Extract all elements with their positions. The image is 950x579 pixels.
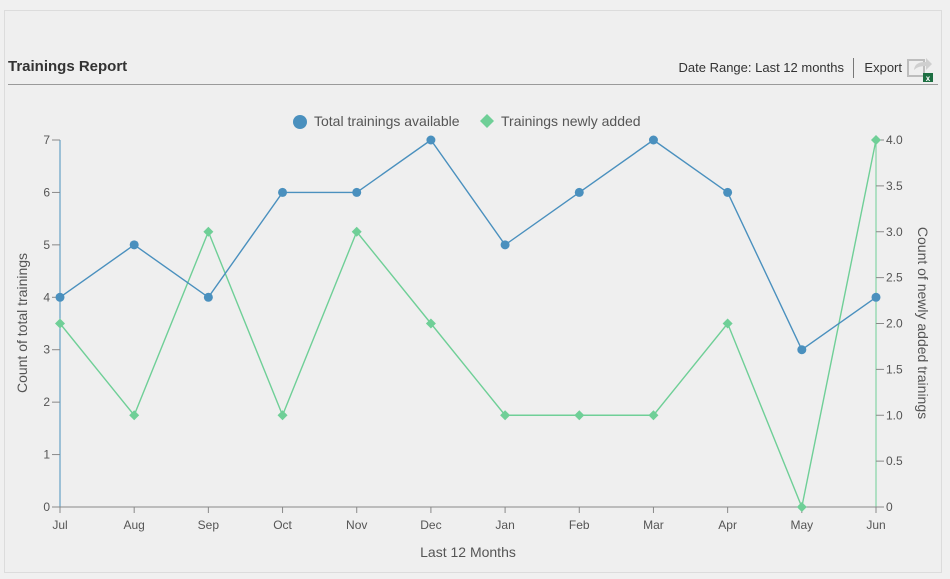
y2-axis-tick-label: 2.0	[886, 317, 903, 331]
point-total-trainings	[55, 292, 65, 302]
point-total-trainings	[574, 187, 584, 197]
point-newly-added	[425, 318, 436, 329]
series-newly-added	[55, 135, 881, 512]
y-axis-tick-label: 4	[43, 290, 50, 304]
point-total-trainings	[426, 135, 436, 145]
x-axis-tick-label: Sep	[198, 518, 220, 532]
x-axis-tick-label: Nov	[346, 518, 367, 532]
legend-label-newly-added[interactable]: Trainings newly added	[501, 113, 641, 129]
point-newly-added	[574, 410, 585, 421]
point-total-trainings	[648, 135, 658, 145]
chart-axes: 0 1 2 3 4 5 6 7 0 0.5 1.0 1.5 2.0 2.5 3.0 3.5 4.0 Jul Aug S…	[43, 133, 903, 532]
series-total-trainings	[55, 135, 881, 355]
chart-legend: Total trainings available Trainings newl…	[293, 113, 641, 129]
series-line-newly-added	[59, 139, 877, 510]
y-axis-tick-label: 0	[43, 500, 50, 514]
point-newly-added	[129, 410, 140, 421]
point-total-trainings	[129, 240, 139, 250]
point-newly-added	[55, 318, 65, 329]
point-total-trainings	[352, 187, 362, 197]
point-total-trainings	[500, 240, 510, 250]
legend-label-total-trainings[interactable]: Total trainings available	[314, 113, 460, 129]
y2-axis-tick-label: 1.5	[886, 362, 903, 376]
y-axis-tick-label: 6	[43, 185, 50, 199]
y-axis-tick-label: 7	[43, 133, 50, 147]
point-total-trainings	[723, 187, 733, 197]
date-range-selector[interactable]: Date Range: Last 12 months	[678, 60, 845, 75]
series-line-total-trainings	[59, 139, 877, 351]
x-axis-tick-label: Jan	[495, 518, 514, 532]
x-axis-tick-label: Oct	[273, 518, 292, 532]
excel-export-icon[interactable]: x	[906, 54, 934, 82]
x-axis-title: Last 12 Months	[420, 544, 516, 560]
y2-axis-tick-label: 3.5	[886, 179, 903, 193]
y-axis-tick-label: 3	[43, 343, 50, 357]
legend-marker-total-trainings	[293, 115, 307, 129]
y-axis-tick-label: 5	[43, 238, 50, 252]
x-axis-tick-label: Dec	[420, 518, 441, 532]
point-total-trainings	[797, 345, 807, 355]
point-total-trainings	[871, 292, 881, 302]
y2-axis-tick-label: 1.0	[886, 408, 903, 422]
point-newly-added	[871, 135, 881, 145]
y-axis-tick-label: 1	[43, 448, 50, 462]
point-newly-added	[500, 410, 511, 421]
x-axis-tick-label: Mar	[643, 518, 664, 532]
svg-text:x: x	[926, 74, 931, 82]
legend-marker-newly-added	[480, 114, 494, 128]
x-axis-tick-label: Apr	[718, 518, 737, 532]
y2-axis-tick-label: 2.5	[886, 271, 903, 285]
report-title: Trainings Report	[8, 58, 128, 75]
point-newly-added	[722, 318, 733, 329]
point-newly-added	[648, 410, 659, 421]
point-newly-added	[351, 226, 362, 237]
y-axis-title: Count of total trainings	[14, 253, 30, 393]
x-axis-tick-label: Feb	[569, 518, 590, 532]
header-divider	[853, 58, 854, 78]
export-button[interactable]: Export	[864, 60, 902, 75]
y2-axis-tick-label: 3.0	[886, 225, 903, 239]
x-axis-tick-label: Jun	[866, 518, 885, 532]
x-axis-tick-label: Jul	[52, 518, 67, 532]
point-total-trainings	[278, 187, 288, 197]
y2-axis-tick-label: 0.5	[886, 454, 903, 468]
x-axis-tick-label: May	[790, 518, 813, 532]
report-header: Trainings Report Date Range: Last 12 mon…	[8, 52, 938, 85]
point-total-trainings	[203, 292, 213, 302]
y2-axis-tick-label: 4.0	[886, 133, 903, 147]
y2-axis-tick-label: 0	[886, 500, 893, 514]
y2-axis-title: Count of newly added trainings	[915, 227, 931, 419]
point-newly-added	[277, 410, 288, 421]
y-axis-tick-label: 2	[43, 395, 50, 409]
report-panel	[4, 10, 942, 573]
point-newly-added	[203, 226, 214, 237]
x-axis-tick-label: Aug	[124, 518, 145, 532]
point-newly-added	[796, 502, 807, 512]
